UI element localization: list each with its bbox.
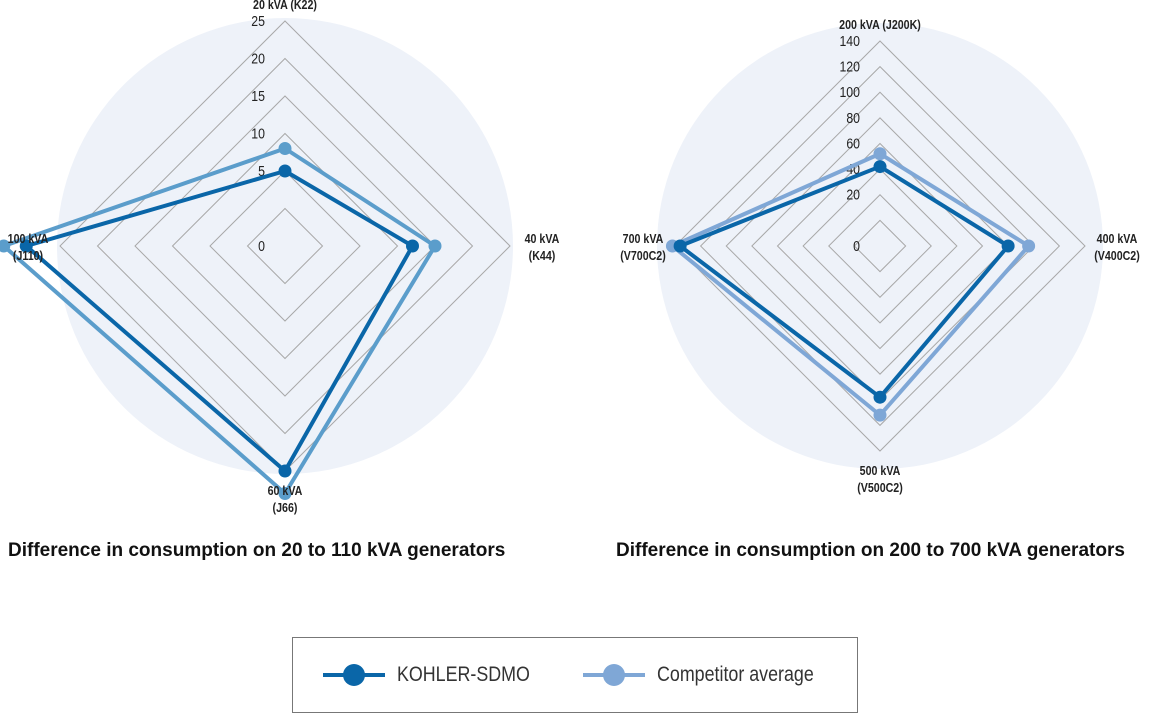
legend-dot-competitor bbox=[603, 664, 625, 686]
chart-title-right: Difference in consumption on 200 to 700 … bbox=[616, 540, 1125, 561]
axis-label-left-sub: (J110) bbox=[13, 248, 43, 263]
tick-label: 120 bbox=[839, 59, 860, 75]
data-point bbox=[278, 464, 292, 478]
data-point bbox=[873, 160, 887, 174]
grid-ring bbox=[674, 40, 1086, 452]
data-point bbox=[673, 239, 687, 253]
legend-swatch-kohler bbox=[323, 663, 385, 687]
axis-label-left: 100 kVA bbox=[8, 231, 49, 246]
grid-ring bbox=[699, 65, 1061, 427]
grid-ring bbox=[751, 117, 1009, 375]
axis-label-bottom-sub: (J66) bbox=[273, 500, 298, 515]
grid-ring bbox=[134, 95, 436, 397]
tick-label: 20 bbox=[251, 50, 265, 66]
axis-label-top: 20 kVA (K22) bbox=[253, 0, 317, 12]
tick-label: 100 bbox=[839, 84, 860, 100]
data-point bbox=[0, 239, 11, 253]
grid-ring bbox=[171, 132, 399, 360]
data-point bbox=[1022, 239, 1036, 253]
grid-ring bbox=[96, 57, 474, 435]
radar-background-disc bbox=[657, 23, 1103, 469]
axis-label-left-sub: (V700C2) bbox=[620, 248, 666, 263]
tick-label: 20 bbox=[846, 187, 860, 203]
data-point bbox=[19, 239, 33, 253]
series-competitor bbox=[665, 147, 1036, 422]
data-point bbox=[1001, 239, 1015, 253]
legend-swatch-competitor bbox=[583, 663, 645, 687]
data-point bbox=[278, 142, 292, 155]
legend-item-competitor: Competitor average bbox=[583, 638, 841, 712]
grid-ring bbox=[853, 219, 907, 273]
tick-label: 15 bbox=[251, 88, 265, 104]
legend-label-competitor: Competitor average bbox=[657, 663, 814, 686]
data-point bbox=[278, 164, 292, 178]
axis-label-right-sub: (K44) bbox=[529, 248, 556, 263]
grid-ring bbox=[802, 168, 958, 324]
chart-title-left: Difference in consumption on 20 to 110 k… bbox=[8, 540, 506, 561]
axis-label-bottom: 60 kVA bbox=[268, 483, 303, 498]
tick-label: 80 bbox=[846, 110, 860, 126]
data-point bbox=[428, 239, 442, 253]
data-point bbox=[873, 390, 887, 404]
radar-background-disc bbox=[57, 18, 513, 474]
axis-label-right: 400 kVA bbox=[1097, 231, 1138, 246]
data-point bbox=[873, 147, 887, 161]
grid-ring bbox=[209, 170, 361, 322]
axis-label-bottom-sub: (V500C2) bbox=[857, 480, 903, 495]
series-kohler bbox=[19, 164, 419, 478]
grid-ring bbox=[828, 194, 932, 298]
data-point bbox=[873, 408, 887, 422]
axis-label-bottom: 500 kVA bbox=[860, 463, 901, 478]
grid-ring bbox=[246, 207, 324, 285]
legend-dot-kohler bbox=[343, 664, 365, 686]
data-point bbox=[406, 239, 419, 253]
legend-label-kohler: KOHLER-SDMO bbox=[397, 663, 530, 686]
tick-label: 0 bbox=[853, 238, 860, 254]
axis-label-top: 200 kVA (J200K) bbox=[839, 17, 921, 32]
legend: KOHLER-SDMO Competitor average bbox=[292, 637, 858, 713]
grid-ring bbox=[776, 142, 984, 350]
series-competitor bbox=[0, 142, 442, 500]
axis-label-right-sub: (V400C2) bbox=[1094, 248, 1140, 263]
data-point bbox=[278, 487, 292, 500]
tick-label: 25 bbox=[251, 13, 265, 29]
tick-label: 140 bbox=[839, 33, 860, 49]
tick-label: 10 bbox=[251, 125, 265, 141]
tick-label: 60 bbox=[846, 135, 860, 151]
legend-item-kohler: KOHLER-SDMO bbox=[323, 638, 553, 712]
tick-label: 5 bbox=[258, 163, 265, 179]
tick-label: 0 bbox=[258, 238, 265, 254]
axis-label-right: 40 kVA bbox=[525, 231, 560, 246]
series-kohler bbox=[673, 160, 1015, 404]
axis-label-left: 700 kVA bbox=[623, 231, 664, 246]
